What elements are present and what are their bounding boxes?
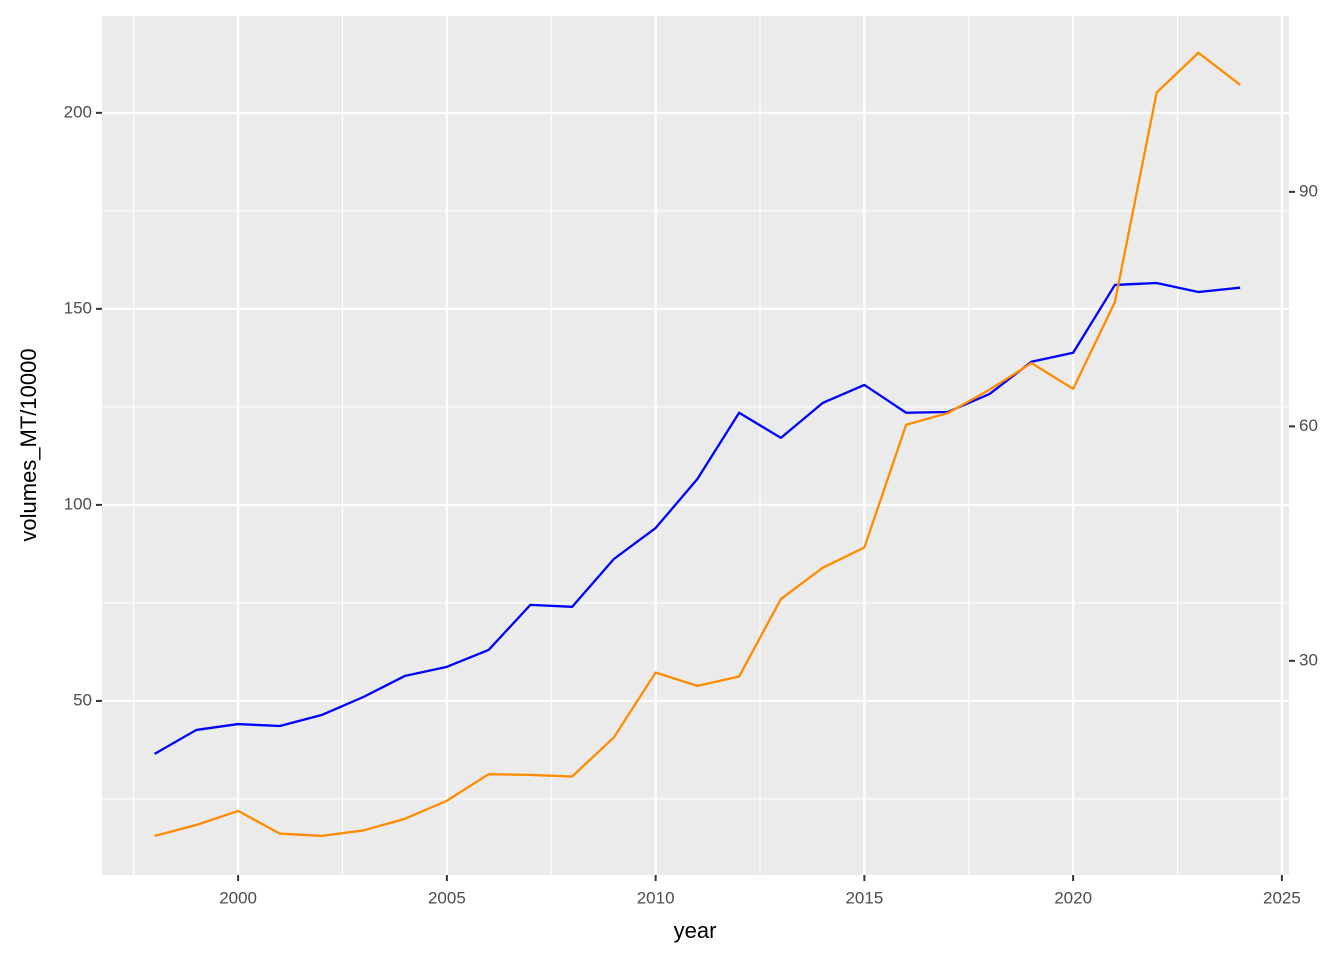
y-axis-title: volumes_MT/10000 <box>16 348 41 541</box>
x-axis-title: year <box>674 918 717 943</box>
x-tick-label: 2005 <box>428 888 466 907</box>
x-tick-label: 2000 <box>219 888 257 907</box>
x-tick-label: 2025 <box>1263 888 1301 907</box>
grid <box>102 16 1289 875</box>
x-tick-label: 2020 <box>1054 888 1092 907</box>
y2-tick-label: 60 <box>1299 416 1318 435</box>
x-tick-label: 2010 <box>637 888 675 907</box>
y-tick-label: 200 <box>64 102 92 121</box>
line-series <box>154 281 1241 755</box>
panel <box>102 16 1289 875</box>
marks <box>154 51 1241 838</box>
y2-tick-label: 30 <box>1299 650 1318 669</box>
line-series <box>154 51 1241 838</box>
y-tick-label: 150 <box>64 298 92 317</box>
x-tick-label: 2015 <box>845 888 883 907</box>
y-tick-label: 100 <box>64 494 92 513</box>
y2-tick-label: 90 <box>1299 181 1318 200</box>
y-tick-label: 50 <box>73 690 92 709</box>
